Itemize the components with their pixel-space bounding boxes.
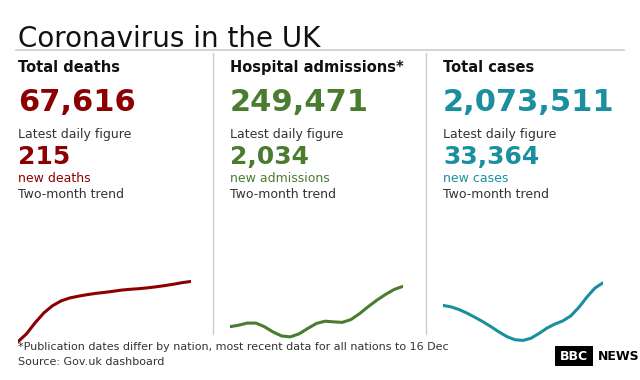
FancyBboxPatch shape [555, 346, 593, 366]
Text: Coronavirus in the UK: Coronavirus in the UK [18, 25, 321, 53]
Text: NEWS: NEWS [598, 350, 639, 363]
Text: Two-month trend: Two-month trend [18, 188, 124, 201]
Text: Two-month trend: Two-month trend [443, 188, 549, 201]
Text: 2,073,511: 2,073,511 [443, 88, 614, 117]
Text: BBC: BBC [560, 350, 588, 363]
Text: 33,364: 33,364 [443, 145, 540, 169]
Text: new cases: new cases [443, 172, 508, 185]
Text: Total cases: Total cases [443, 60, 534, 75]
Text: Two-month trend: Two-month trend [230, 188, 336, 201]
Text: 249,471: 249,471 [230, 88, 369, 117]
Text: new admissions: new admissions [230, 172, 330, 185]
Text: 215: 215 [18, 145, 70, 169]
Text: Latest daily figure: Latest daily figure [18, 128, 131, 141]
Text: 67,616: 67,616 [18, 88, 136, 117]
Text: new deaths: new deaths [18, 172, 91, 185]
Text: Total deaths: Total deaths [18, 60, 120, 75]
Text: Latest daily figure: Latest daily figure [230, 128, 344, 141]
Text: Latest daily figure: Latest daily figure [443, 128, 556, 141]
Text: Hospital admissions*: Hospital admissions* [230, 60, 404, 75]
Text: 2,034: 2,034 [230, 145, 309, 169]
Text: *Publication dates differ by nation, most recent data for all nations to 16 Dec
: *Publication dates differ by nation, mos… [18, 342, 449, 367]
